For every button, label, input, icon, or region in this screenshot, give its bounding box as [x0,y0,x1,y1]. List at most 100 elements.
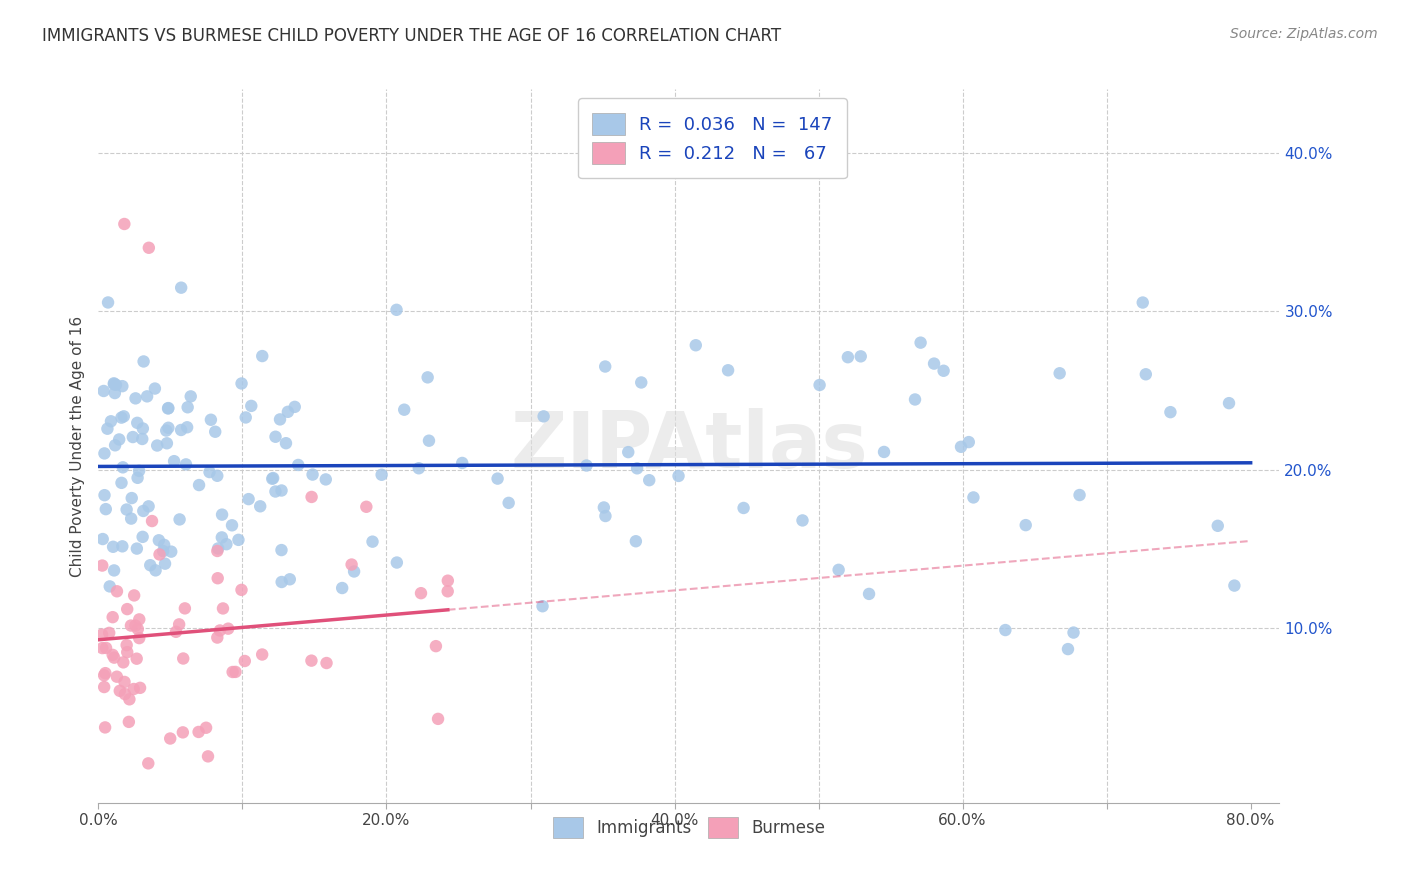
Point [157,421,180,435]
Point [922,357,945,371]
Point [595,508,617,523]
Point [167,617,190,632]
Point [132,354,155,368]
Point [195,721,218,735]
Point [98,626,121,640]
Point [212,601,235,615]
Point [1132,295,1154,310]
Point [994,623,1017,637]
Point [143,382,166,396]
Point [98,579,121,593]
Point [198,465,221,479]
Point [827,563,849,577]
Point [235,410,257,425]
Point [94,640,117,655]
Point [94,720,117,734]
Point [188,478,211,492]
Point [104,377,127,392]
Point [128,464,150,478]
Point [91,627,114,641]
Point [120,511,142,525]
Point [284,400,307,414]
Point [103,376,125,391]
Point [125,541,148,556]
Point [152,544,174,558]
Point [436,584,458,599]
Point [163,454,186,468]
Point [112,656,135,670]
Point [531,599,554,614]
Point [96,422,118,436]
Point [129,681,152,695]
Legend: Immigrants, Burmese: Immigrants, Burmese [546,811,832,845]
Point [211,508,233,522]
Point [301,467,323,482]
Point [270,574,292,589]
Point [91,558,114,573]
Point [361,534,384,549]
Point [197,749,219,764]
Point [115,502,138,516]
Point [1049,366,1071,380]
Point [111,379,134,393]
Point [264,430,287,444]
Point [111,539,134,553]
Point [170,423,193,437]
Point [132,504,155,518]
Point [157,401,180,416]
Point [249,500,271,514]
Point [626,461,648,475]
Point [176,420,198,434]
Point [685,338,707,352]
Point [136,756,159,771]
Point [169,512,191,526]
Point [211,530,233,544]
Point [1057,642,1080,657]
Point [103,650,125,665]
Point [617,445,640,459]
Point [228,533,250,547]
Point [93,488,115,502]
Point [630,376,652,390]
Point [277,405,299,419]
Point [138,500,160,514]
Point [315,472,337,486]
Point [115,638,138,652]
Point [498,496,520,510]
Point [1218,396,1240,410]
Point [356,500,378,514]
Point [385,556,408,570]
Point [315,656,337,670]
Point [180,389,202,403]
Point [1069,488,1091,502]
Point [932,364,955,378]
Point [121,491,143,505]
Point [330,581,353,595]
Point [127,471,149,485]
Point [533,409,555,424]
Point [172,725,194,739]
Point [128,612,150,626]
Point [170,281,193,295]
Point [101,648,124,662]
Point [148,548,170,562]
Point [112,409,135,424]
Point [624,534,647,549]
Point [962,491,984,505]
Point [1015,518,1038,533]
Point [159,731,181,746]
Point [858,587,880,601]
Point [165,624,187,639]
Point [160,544,183,558]
Point [155,424,177,438]
Point [837,350,859,364]
Point [101,540,124,554]
Point [136,389,159,403]
Text: Source: ZipAtlas.com: Source: ZipAtlas.com [1230,27,1378,41]
Point [340,558,363,572]
Point [792,513,814,527]
Point [904,392,927,407]
Point [593,359,616,374]
Point [187,725,209,739]
Point [127,416,149,430]
